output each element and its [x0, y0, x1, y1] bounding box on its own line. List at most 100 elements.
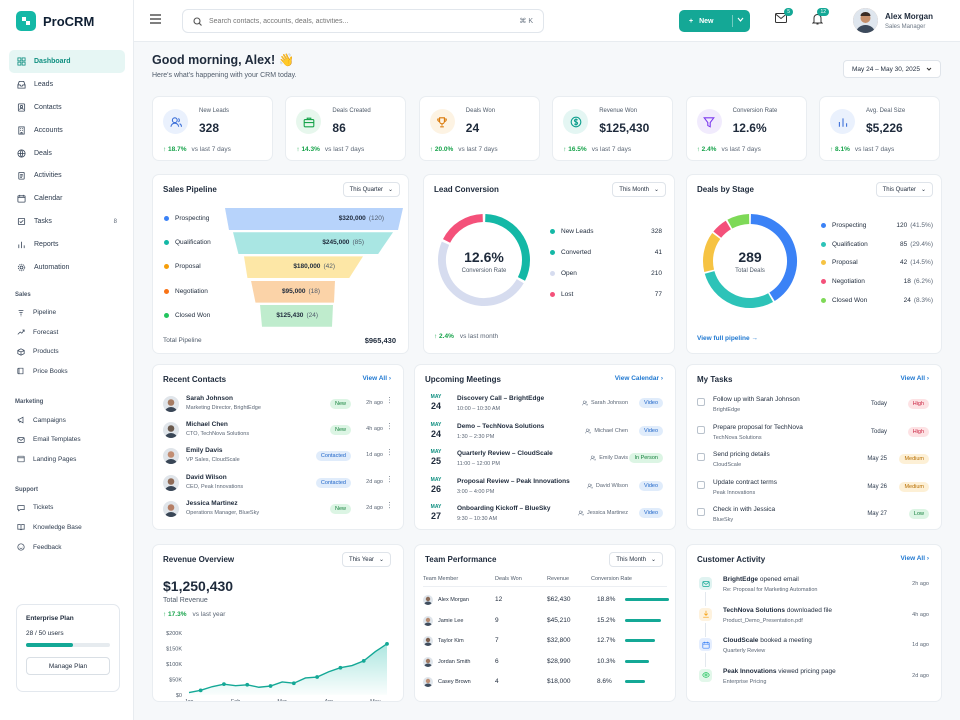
table-row[interactable]: Taylor Kim 7 $32,800 12.7%: [415, 633, 675, 651]
pipeline-stage[interactable]: Prospecting $320,000 (120): [153, 208, 410, 230]
view-calendar-link[interactable]: View Calendar ›: [614, 375, 663, 382]
contact-row[interactable]: David Wilson CEO, Peak Innovations Contact…: [153, 472, 403, 496]
period-dropdown[interactable]: This Year ⌄: [341, 552, 391, 567]
user-avatar[interactable]: [853, 8, 878, 33]
contact-row[interactable]: Michael Chen CTO, TechNova Solutions New 4h…: [153, 419, 403, 443]
task-checkbox[interactable]: [697, 425, 705, 434]
user-role: Sales Manager: [885, 24, 926, 30]
task-row[interactable]: Update contract terms Peak Innovations May…: [687, 476, 941, 502]
sidebar-item-campaigns[interactable]: Campaigns: [9, 410, 125, 430]
contact-row[interactable]: Jessica Martinez Operations Manager, Blue…: [153, 498, 403, 522]
legend-label: New Leads: [561, 228, 594, 235]
legend-value: 120 (41.5%): [896, 222, 933, 229]
task-checkbox[interactable]: [697, 398, 705, 406]
y-tick-label: $150K: [166, 647, 182, 653]
sidebar-item-leads[interactable]: Leads: [9, 73, 125, 96]
legend-label: Converted: [561, 249, 591, 256]
sidebar-item-label: Products: [33, 348, 59, 356]
meeting-row[interactable]: MAY 26 Proposal Review – Peak Innovations 3…: [415, 475, 675, 501]
sidebar-item-automation[interactable]: Automation: [9, 256, 125, 279]
table-row[interactable]: Jordan Smith 6 $28,990 10.3%: [415, 654, 675, 672]
period-dropdown[interactable]: This Month ⌄: [609, 552, 663, 567]
task-row[interactable]: Follow up with Sarah Johnson BrightEdge To…: [687, 393, 941, 419]
donut-segment: [484, 214, 530, 281]
search-input[interactable]: [209, 17, 513, 25]
logo[interactable]: ProCRM: [16, 11, 94, 31]
period-dropdown[interactable]: This Month ⌄: [612, 182, 666, 197]
sidebar-item-pipeline[interactable]: Pipeline: [9, 303, 125, 323]
view-full-pipeline-link[interactable]: View full pipeline →: [697, 335, 758, 342]
sidebar-item-tickets[interactable]: Tickets: [9, 498, 125, 518]
table-row[interactable]: Alex Morgan 12 $62,430 18.8%: [415, 592, 675, 610]
date-range-picker[interactable]: May 24 – May 30, 2025: [843, 60, 941, 78]
x-tick-label: Apr: [324, 699, 333, 701]
meeting-row[interactable]: MAY 24 Demo – TechNova Solutions 1:30 – 2:3…: [415, 420, 675, 446]
sidebar-item-products[interactable]: Products: [9, 342, 125, 362]
meeting-row[interactable]: MAY 24 Discovery Call – BrightEdge 10:00 – …: [415, 392, 675, 418]
new-button[interactable]: + New: [679, 10, 750, 32]
view-all-contacts-link[interactable]: View All ›: [362, 375, 391, 382]
task-checkbox[interactable]: [697, 508, 705, 516]
pipeline-stage[interactable]: Closed Won $125,430 (24): [153, 304, 410, 327]
sidebar-item-contacts[interactable]: Contacts: [9, 96, 125, 119]
stage-amount-value: $125,430: [276, 311, 304, 319]
activity-action: booked a meeting: [758, 637, 812, 644]
user-name[interactable]: Alex Morgan: [885, 12, 934, 21]
sidebar-item-reports[interactable]: Reports: [9, 233, 125, 256]
meeting-attendee: David Wilson: [587, 483, 628, 489]
activity-row[interactable]: Peak Innovations viewed pricing page Ente…: [687, 666, 941, 694]
meeting-row[interactable]: MAY 27 Onboarding Kickoff – BlueSky 9:30 – …: [415, 502, 675, 528]
sidebar-item-activities[interactable]: Activities: [9, 164, 125, 187]
activity-row[interactable]: CloudScale booked a meeting Quarterly Rev…: [687, 635, 941, 667]
sidebar-item-label: Leads: [34, 80, 54, 88]
pipeline-stage[interactable]: Negotiation $95,000 (18): [153, 280, 410, 303]
chevron-down-icon[interactable]: [737, 16, 744, 23]
sidebar-item-forecast[interactable]: Forecast: [9, 323, 125, 343]
period-dropdown[interactable]: This Quarter ⌄: [875, 182, 933, 197]
meeting-row[interactable]: MAY 25 Quarterly Review – CloudScale 11:00 …: [415, 447, 675, 473]
trend-value: ↑ 2.4%: [434, 333, 454, 340]
sidebar-item-dashboard[interactable]: Dashboard: [9, 50, 125, 73]
more-options-icon[interactable]: ···: [385, 474, 394, 483]
table-row[interactable]: Jamie Lee 9 $45,210 15.2%: [415, 613, 675, 631]
task-checkbox[interactable]: [697, 480, 705, 489]
mail-icon[interactable]: 5: [775, 8, 793, 23]
pipeline-stage[interactable]: Proposal $180,000 (42): [153, 256, 410, 279]
task-row[interactable]: Check in with Jessica BlueSky May 27 Low: [687, 503, 941, 529]
greeting: Good morning, Alex! 👋: [152, 53, 295, 67]
legend-count: 42: [900, 259, 908, 267]
more-options-icon[interactable]: ···: [385, 500, 394, 509]
bell-icon[interactable]: 12: [812, 8, 829, 25]
sidebar-item-price-books[interactable]: Price Books: [9, 362, 125, 382]
more-options-icon[interactable]: ···: [385, 448, 394, 457]
hamburger-menu-icon[interactable]: [150, 14, 161, 24]
activity-row[interactable]: TechNova Solutions downloaded file Produc…: [687, 605, 941, 637]
sidebar-item-landing-pages[interactable]: Landing Pages: [9, 449, 125, 469]
card-title: Sales Pipeline: [163, 185, 217, 194]
sidebar-item-feedback[interactable]: Feedback: [9, 537, 125, 557]
sidebar-item-email-templates[interactable]: Email Templates: [9, 430, 125, 450]
more-options-icon[interactable]: ···: [385, 396, 394, 404]
sidebar-item-knowledge-base[interactable]: Knowledge Base: [9, 518, 125, 538]
table-row[interactable]: Casey Brown 4 $18,000 8.6%: [415, 674, 675, 692]
task-checkbox[interactable]: [697, 453, 705, 461]
sidebar-item-label: Dashboard: [34, 57, 71, 65]
sidebar-item-calendar[interactable]: Calendar: [9, 187, 125, 210]
more-options-icon[interactable]: ···: [385, 422, 394, 431]
pipeline-stage[interactable]: Qualification $245,000 (85): [153, 232, 410, 255]
view-all-activity-link[interactable]: View All ›: [900, 555, 929, 562]
meeting-title: Quarterly Review – CloudScale: [457, 450, 553, 457]
sidebar-item-tasks[interactable]: Tasks 8: [9, 210, 125, 233]
sidebar-item-deals[interactable]: Deals: [9, 142, 125, 165]
manage-plan-button[interactable]: Manage Plan: [26, 657, 110, 675]
view-all-tasks-link[interactable]: View All ›: [900, 375, 929, 382]
period-dropdown[interactable]: This Quarter ⌄: [342, 182, 400, 197]
meeting-month: MAY: [430, 476, 442, 483]
sidebar-item-accounts[interactable]: Accounts: [9, 119, 125, 142]
contact-row[interactable]: Sarah Johnson Marketing Director, BrightE…: [153, 393, 403, 417]
activity-row[interactable]: BrightEdge opened email Re: Proposal for …: [687, 574, 941, 606]
member-name: Jordan Smith: [438, 658, 471, 665]
contact-row[interactable]: Emily Davis VP Sales, CloudScale Contacted…: [153, 445, 403, 469]
task-row[interactable]: Send pricing details CloudScale May 25 Medi…: [687, 448, 941, 474]
task-row[interactable]: Prepare proposal for TechNova TechNova So…: [687, 421, 941, 447]
